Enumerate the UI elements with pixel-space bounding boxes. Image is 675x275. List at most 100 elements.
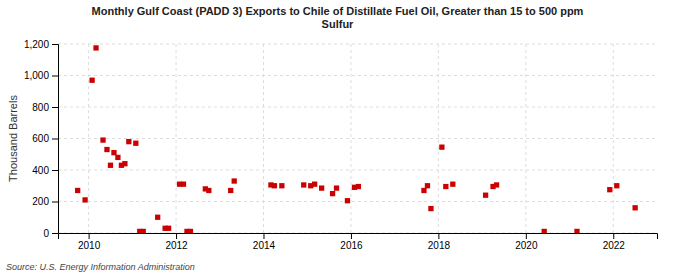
tick-mark — [263, 233, 264, 239]
tick-mark — [613, 233, 614, 239]
tick-label: 2022 — [603, 240, 626, 251]
point — [181, 182, 186, 187]
point — [115, 155, 120, 160]
point — [108, 163, 113, 168]
tick-label: 2014 — [253, 240, 276, 251]
point — [188, 229, 193, 233]
point — [206, 188, 211, 193]
tick-label: 200 — [32, 196, 49, 207]
point — [111, 150, 116, 155]
point — [319, 185, 324, 190]
point — [356, 184, 361, 189]
tick-mark — [52, 76, 58, 77]
tick: 2012 — [165, 233, 188, 251]
tick: 800 — [32, 102, 58, 113]
tick-label: 2012 — [165, 240, 188, 251]
plot-area: 2010201220142016201820202022020040060080… — [24, 39, 658, 251]
tick-mark — [52, 233, 58, 234]
tick: 600 — [32, 133, 58, 144]
tick: 2022 — [603, 233, 626, 251]
point — [75, 188, 80, 193]
point — [421, 188, 426, 193]
point — [126, 139, 131, 144]
tick-label: 2010 — [78, 240, 101, 251]
tick-label: 800 — [32, 102, 49, 113]
points — [75, 45, 638, 233]
point — [301, 182, 306, 187]
tick-mark — [52, 170, 58, 171]
point — [122, 161, 127, 166]
point — [443, 184, 448, 189]
y-axis-label: Thousand Barrels — [7, 95, 19, 182]
point — [155, 215, 160, 220]
tick-label: 2016 — [340, 240, 363, 251]
point — [425, 183, 430, 188]
grid-line-x — [438, 44, 439, 233]
y-axis: 02004006008001,0001,200 — [24, 39, 59, 239]
point — [133, 141, 138, 146]
tick-mark — [351, 233, 352, 239]
grid-line-y — [58, 75, 657, 76]
x-axis: 2010 2012 2014 2016 2018 2020 2022 — [59, 233, 658, 251]
grid-line-y — [58, 201, 657, 202]
tick-label: 2020 — [515, 240, 538, 251]
tick-label: 400 — [32, 165, 49, 176]
grid-line-x — [613, 44, 614, 233]
grid-line-y — [58, 170, 657, 171]
tick: 1,200 — [24, 39, 58, 50]
axis-line — [52, 45, 59, 234]
title: Monthly Gulf Coast (PADD 3) Exports to C… — [92, 5, 584, 30]
point — [89, 78, 94, 83]
point — [574, 229, 579, 233]
point — [428, 206, 433, 211]
tick-mark — [52, 202, 58, 203]
chart: 2010201220142016201820202022020040060080… — [0, 0, 675, 275]
tick-mark — [438, 233, 439, 239]
point — [166, 226, 171, 231]
tick-mark — [52, 107, 58, 108]
point — [334, 185, 339, 190]
point — [93, 45, 98, 50]
point — [494, 182, 499, 187]
tick-mark — [52, 44, 58, 45]
grid-line-y — [58, 138, 657, 139]
tick: 2020 — [515, 233, 538, 251]
point — [82, 197, 87, 202]
tick: 2018 — [428, 233, 451, 251]
point — [141, 229, 146, 233]
point — [614, 183, 619, 188]
tick-mark — [52, 139, 58, 140]
point — [232, 178, 237, 183]
tick-mark — [176, 233, 177, 239]
grid — [58, 44, 657, 233]
tick: 200 — [32, 196, 58, 207]
grid-line-y — [58, 44, 657, 45]
point — [312, 182, 317, 187]
grid-line-x — [263, 44, 264, 233]
tick-mark — [89, 233, 90, 239]
point — [450, 182, 455, 187]
point — [330, 191, 335, 196]
tick: 400 — [32, 165, 58, 176]
tick: 2016 — [340, 233, 363, 251]
tick-label: 600 — [32, 133, 49, 144]
point — [279, 183, 284, 188]
point — [542, 229, 547, 233]
point — [104, 147, 109, 152]
grid-line-x — [88, 44, 89, 233]
point — [439, 145, 444, 150]
grid-line-x — [525, 44, 526, 233]
tick-label: 1,200 — [24, 39, 49, 50]
tick: 2010 — [78, 233, 101, 251]
tick: 2014 — [253, 233, 276, 251]
grid-line-x — [176, 44, 177, 233]
point — [632, 205, 637, 210]
annotation: Source: U.S. Energy Information Administ… — [6, 262, 195, 272]
point — [345, 198, 350, 203]
point — [607, 187, 612, 192]
tick-label: 2018 — [428, 240, 451, 251]
grid-line-y — [58, 107, 657, 108]
tick-mark — [526, 233, 527, 239]
point — [100, 137, 105, 142]
tick: 1,000 — [24, 70, 58, 81]
